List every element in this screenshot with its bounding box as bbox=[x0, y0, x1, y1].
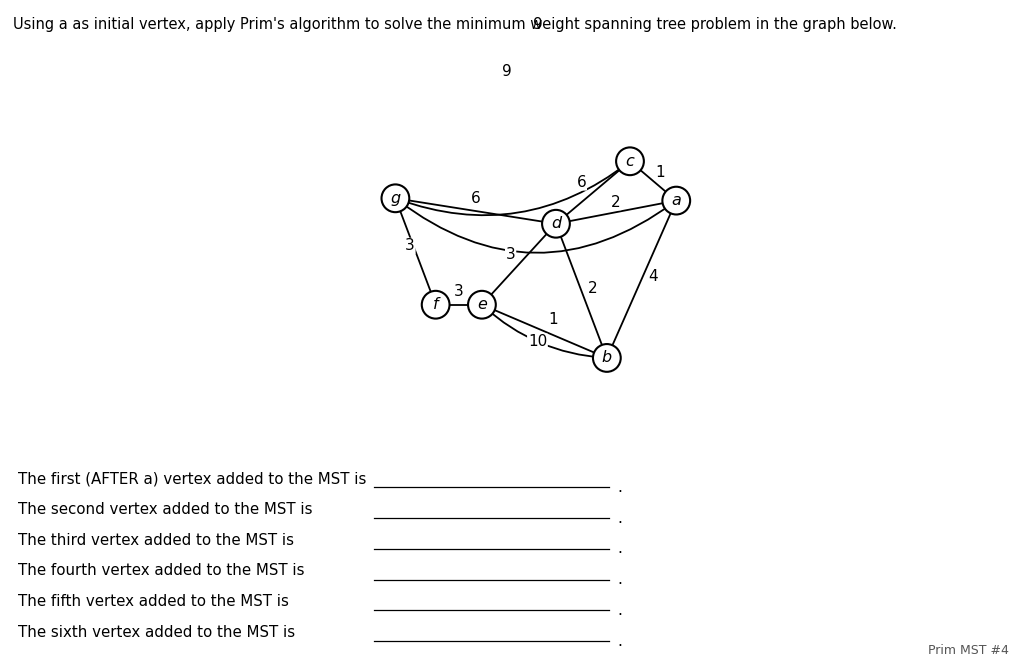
Text: b: b bbox=[602, 350, 612, 366]
Circle shape bbox=[422, 291, 450, 319]
Text: 9: 9 bbox=[502, 63, 511, 79]
Text: 9: 9 bbox=[532, 17, 543, 32]
Text: .: . bbox=[617, 572, 623, 587]
Text: 4: 4 bbox=[648, 270, 658, 284]
Circle shape bbox=[593, 344, 621, 371]
Text: d: d bbox=[551, 216, 561, 231]
Circle shape bbox=[382, 184, 410, 212]
Circle shape bbox=[468, 291, 496, 319]
Text: 2: 2 bbox=[611, 194, 621, 210]
Text: e: e bbox=[477, 297, 486, 312]
Text: The second vertex added to the MST is: The second vertex added to the MST is bbox=[18, 502, 313, 517]
Text: 1: 1 bbox=[655, 165, 665, 180]
Text: f: f bbox=[433, 297, 438, 312]
Circle shape bbox=[663, 187, 690, 214]
Text: .: . bbox=[617, 480, 623, 495]
Circle shape bbox=[542, 210, 569, 238]
Text: 3: 3 bbox=[454, 284, 464, 299]
Text: a: a bbox=[672, 193, 681, 208]
Text: The third vertex added to the MST is: The third vertex added to the MST is bbox=[18, 533, 295, 547]
Text: 6: 6 bbox=[577, 175, 587, 190]
Text: 3: 3 bbox=[506, 247, 515, 262]
Text: The sixth vertex added to the MST is: The sixth vertex added to the MST is bbox=[18, 625, 296, 640]
Text: The fifth vertex added to the MST is: The fifth vertex added to the MST is bbox=[18, 594, 290, 609]
Text: .: . bbox=[617, 603, 623, 618]
Text: g: g bbox=[390, 191, 400, 206]
Text: 1: 1 bbox=[548, 312, 557, 327]
Text: .: . bbox=[617, 541, 623, 557]
Text: 10: 10 bbox=[527, 334, 547, 349]
Circle shape bbox=[616, 147, 644, 175]
Text: .: . bbox=[617, 634, 623, 648]
Text: 2: 2 bbox=[588, 281, 598, 296]
Text: Prim MST #4: Prim MST #4 bbox=[928, 644, 1009, 658]
Text: The first (AFTER a) vertex added to the MST is: The first (AFTER a) vertex added to the … bbox=[18, 471, 367, 486]
Text: 3: 3 bbox=[406, 239, 415, 253]
Text: 6: 6 bbox=[471, 190, 480, 206]
Text: .: . bbox=[617, 511, 623, 525]
Text: Using a as initial vertex, apply Prim's algorithm to solve the minimum weight sp: Using a as initial vertex, apply Prim's … bbox=[13, 17, 897, 32]
Text: The fourth vertex added to the MST is: The fourth vertex added to the MST is bbox=[18, 563, 305, 578]
Text: c: c bbox=[626, 154, 634, 169]
